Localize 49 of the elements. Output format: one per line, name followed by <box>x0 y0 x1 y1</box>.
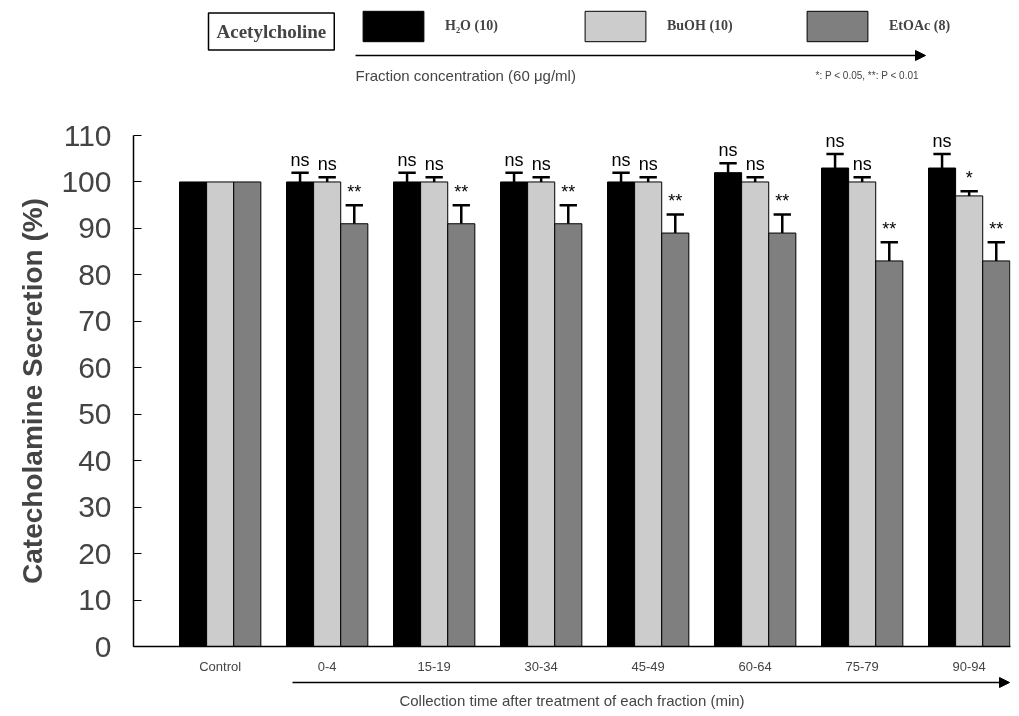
data-label: ns <box>638 154 658 175</box>
y-axis-title: Catecholamine Secretion (%) <box>17 198 49 584</box>
legend-label: EtOAc (8) <box>889 18 952 34</box>
y-tick-label: 40 <box>78 443 112 477</box>
x-tick-label: 60-64 <box>738 658 772 674</box>
legend-label: H₂O (10) <box>445 18 499 34</box>
data-label: ** <box>561 182 576 203</box>
x-tick-label: 90-94 <box>952 658 986 674</box>
data-label: ** <box>668 191 683 212</box>
y-tick-label: 0 <box>94 629 112 663</box>
data-label: ** <box>775 191 790 212</box>
data-label: ns <box>531 154 551 175</box>
data-label: ** <box>347 182 362 203</box>
x-tick-label: 15-19 <box>417 658 451 674</box>
x-tick-label: 0-4 <box>317 658 337 674</box>
chart-title: Acetylcholine <box>216 21 327 42</box>
data-label: ns <box>825 131 845 152</box>
data-label: * <box>965 168 973 189</box>
x-tick-label: Control <box>199 658 242 674</box>
data-label: ns <box>317 154 337 175</box>
y-tick-label: 110 <box>63 118 112 152</box>
data-label: ns <box>290 149 310 170</box>
y-tick-label: 70 <box>78 304 112 338</box>
legend-title: Fraction concentration (60 μg/ml) <box>355 67 576 84</box>
data-label: ns <box>397 149 417 170</box>
y-tick-label: 10 <box>78 583 112 617</box>
x-tick-label: 30-34 <box>524 658 558 674</box>
data-label: ns <box>932 131 952 152</box>
y-tick-label: 80 <box>78 257 112 291</box>
y-tick-label: 90 <box>78 211 112 245</box>
data-label: ns <box>611 149 631 170</box>
text: *: P < 0.05, **: P < 0.01 <box>815 70 919 81</box>
y-tick-label: 30 <box>78 490 112 524</box>
y-tick-label: 50 <box>78 397 112 431</box>
data-label: ** <box>989 219 1004 240</box>
legend-label: BuOH (10) <box>667 18 734 34</box>
data-label: ns <box>504 149 524 170</box>
data-label: ns <box>852 154 872 175</box>
data-label: ns <box>745 154 765 175</box>
data-label: ns <box>424 154 444 175</box>
y-tick-label: 100 <box>61 164 112 198</box>
x-tick-label: 75-79 <box>845 658 879 674</box>
x-axis-title: Collection time after treatment of each fraction (min) <box>399 692 745 709</box>
x-tick-label: 45-49 <box>631 658 665 674</box>
data-label: ns <box>718 140 738 161</box>
data-label: ** <box>882 219 897 240</box>
data-label: ** <box>454 182 469 203</box>
y-tick-label: 20 <box>78 536 112 570</box>
y-tick-label: 60 <box>78 350 112 384</box>
